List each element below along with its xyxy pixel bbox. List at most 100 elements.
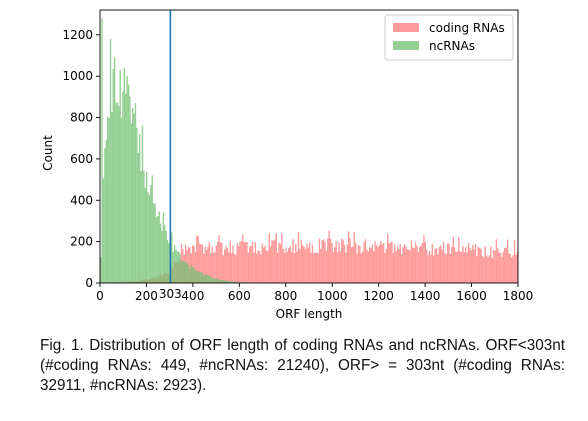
histogram-bar	[152, 203, 155, 283]
histogram-bar	[512, 255, 514, 283]
histogram-bar	[324, 241, 326, 283]
histogram-bar	[134, 103, 137, 283]
histogram-bar	[367, 251, 369, 283]
histogram-bar	[269, 246, 272, 283]
histogram-bar	[151, 175, 153, 283]
histogram-bar	[281, 233, 283, 283]
histogram-bar	[279, 243, 282, 283]
histogram-bar	[442, 241, 445, 283]
histogram-bar	[511, 257, 513, 283]
histogram-bar	[253, 252, 255, 283]
histogram-bar	[158, 211, 160, 283]
histogram-bar	[264, 245, 266, 283]
histogram-bar	[224, 249, 226, 283]
histogram-bar	[290, 251, 293, 283]
series-ncrnas	[100, 18, 264, 284]
histogram-bar	[208, 242, 211, 283]
histogram-bar	[129, 96, 131, 283]
histogram-bar	[261, 243, 264, 283]
histogram-bar	[211, 246, 213, 283]
histogram-bar	[469, 247, 471, 283]
histogram-bar	[196, 270, 198, 283]
histogram-bar	[118, 106, 120, 283]
histogram-bar	[230, 252, 233, 283]
histogram-bar	[366, 249, 368, 283]
histogram-bar	[274, 239, 276, 283]
histogram-bar	[100, 257, 102, 283]
histogram-bar	[506, 239, 509, 283]
histogram-bar	[444, 252, 446, 283]
histogram-bar	[198, 271, 201, 283]
histogram-bar	[303, 246, 305, 283]
histogram-bar	[375, 244, 378, 283]
figure-caption: Fig. 1. Distribution of ORF length of co…	[40, 336, 565, 396]
histogram-bar	[331, 243, 333, 283]
histogram-bar	[345, 252, 347, 283]
histogram-bar	[226, 281, 229, 283]
histogram-bar	[474, 243, 477, 283]
histogram-bar	[194, 270, 197, 283]
histogram-bar	[113, 57, 116, 283]
histogram-bar	[239, 282, 241, 283]
histogram-bar	[467, 243, 470, 283]
histogram-bar	[106, 116, 109, 284]
histogram-bar	[263, 247, 265, 283]
histogram-bar	[180, 260, 183, 283]
histogram-bar	[437, 254, 439, 283]
histogram-bar	[322, 239, 325, 283]
histogram-bar	[193, 245, 195, 283]
histogram-bar	[239, 241, 241, 283]
histogram-bar	[346, 244, 349, 283]
histogram-bar	[307, 247, 309, 283]
histogram-bar	[217, 241, 219, 283]
histogram-bar	[370, 248, 372, 283]
histogram-bar	[413, 247, 415, 283]
histogram-bar	[380, 241, 382, 283]
histogram-bar	[445, 254, 447, 283]
histogram-bar	[389, 242, 392, 283]
histogram-bar	[132, 108, 134, 283]
histogram-bar	[154, 203, 156, 283]
histogram-bar	[225, 280, 227, 283]
y-tick-label: 1200	[62, 28, 93, 42]
histogram-bar	[162, 212, 165, 283]
histogram-bar	[283, 252, 286, 283]
histogram-bar	[409, 250, 411, 283]
histogram-bar	[164, 225, 166, 283]
histogram-bar	[407, 249, 410, 283]
histogram-bar	[125, 93, 127, 284]
histogram-bar	[498, 252, 500, 283]
legend: coding RNAs ncRNAs	[384, 14, 514, 61]
histogram-bar	[343, 244, 346, 283]
histogram-bar	[200, 272, 202, 283]
histogram-bar	[430, 254, 432, 283]
histogram-bar	[504, 247, 506, 283]
histogram-bar	[421, 243, 424, 283]
histogram-bar	[371, 244, 374, 283]
histogram-bar	[286, 251, 289, 283]
histogram-bar	[243, 242, 245, 283]
histogram-bar	[105, 139, 107, 283]
histogram-bar	[212, 252, 215, 283]
histogram-bar	[236, 243, 238, 283]
histogram-bar	[251, 241, 254, 283]
histogram-bar	[120, 117, 123, 283]
histogram-bar	[275, 233, 277, 283]
histogram-bar	[472, 244, 474, 283]
legend-swatch	[393, 41, 419, 50]
histogram-bar	[402, 247, 404, 283]
histogram-bar	[233, 253, 236, 283]
histogram-bar	[491, 258, 493, 283]
histogram-bar	[439, 245, 442, 283]
threshold-label: 303	[159, 287, 182, 301]
histogram-bar	[456, 251, 459, 283]
histogram-bar	[490, 246, 492, 283]
histogram-bar	[410, 240, 413, 283]
histogram-bar	[309, 242, 311, 283]
y-tick-label: 200	[70, 235, 93, 249]
histogram-bar	[382, 243, 385, 283]
y-tick-label: 800	[70, 111, 93, 125]
histogram-bar	[215, 245, 218, 283]
histogram-bar	[361, 251, 364, 283]
histogram-bar	[256, 253, 258, 283]
